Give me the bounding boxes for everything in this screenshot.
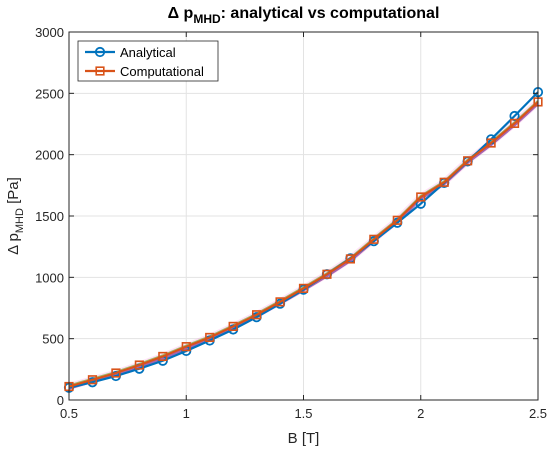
legend-label: Analytical bbox=[120, 45, 176, 60]
y-tick-label: 1000 bbox=[35, 270, 64, 285]
x-tick-label: 1 bbox=[183, 406, 190, 421]
data-point bbox=[439, 177, 449, 187]
ylabel-suffix: [Pa] bbox=[5, 177, 22, 208]
legend-marker bbox=[95, 66, 105, 76]
legend-item-analytical: Analytical bbox=[85, 45, 176, 60]
x-tick-label: 0.5 bbox=[60, 406, 78, 421]
series-computational bbox=[64, 97, 543, 392]
data-point bbox=[392, 215, 402, 225]
y-tick-label: 2000 bbox=[35, 148, 64, 163]
y-tick-label: 1500 bbox=[35, 209, 64, 224]
data-point bbox=[416, 192, 426, 202]
ylabel-subscript: MHD bbox=[14, 208, 26, 233]
y-tick-label: 2500 bbox=[35, 86, 64, 101]
data-point bbox=[181, 342, 191, 352]
legend-marker bbox=[94, 46, 106, 58]
legend-item-computational: Computational bbox=[85, 64, 204, 79]
data-point bbox=[369, 234, 379, 244]
title-suffix: : analytical vs computational bbox=[221, 5, 440, 22]
data-point bbox=[252, 310, 262, 320]
y-axis-label: Δ pMHD [Pa] bbox=[5, 177, 26, 255]
series-group bbox=[63, 87, 544, 393]
grid bbox=[68, 31, 539, 401]
ticks: 0.5 1 1.5 2 2.5 0 500 1000 1500 2000 2500 3000 bbox=[35, 25, 547, 421]
data-point bbox=[111, 368, 121, 378]
data-point bbox=[228, 321, 238, 332]
legend: Analytical Computational bbox=[77, 40, 219, 82]
data-point bbox=[298, 283, 309, 293]
title-subscript: MHD bbox=[193, 12, 221, 26]
data-point bbox=[509, 118, 520, 128]
data-point bbox=[158, 351, 168, 362]
title-prefix: Δ p bbox=[168, 5, 194, 22]
legend-label: Computational bbox=[120, 64, 204, 79]
data-point bbox=[322, 269, 332, 279]
data-point bbox=[345, 254, 356, 264]
y-tick-label: 3000 bbox=[35, 25, 64, 40]
y-tick-label: 500 bbox=[42, 332, 64, 347]
series-line bbox=[68, 101, 539, 388]
data-point bbox=[87, 375, 98, 385]
chart-title: Δ pMHD: analytical vs computational bbox=[168, 5, 440, 26]
y-tick-label: 0 bbox=[57, 393, 64, 408]
data-point bbox=[486, 138, 496, 148]
x-axis-label: B [T] bbox=[288, 430, 320, 447]
data-point bbox=[134, 360, 144, 370]
data-point bbox=[463, 156, 473, 166]
x-tick-label: 2 bbox=[417, 406, 424, 421]
x-tick-label: 1.5 bbox=[294, 406, 312, 421]
data-point bbox=[275, 297, 285, 307]
x-tick-label: 2.5 bbox=[529, 406, 547, 421]
data-point bbox=[415, 198, 426, 209]
data-point bbox=[205, 332, 215, 343]
ylabel-prefix: Δ p bbox=[5, 233, 22, 255]
